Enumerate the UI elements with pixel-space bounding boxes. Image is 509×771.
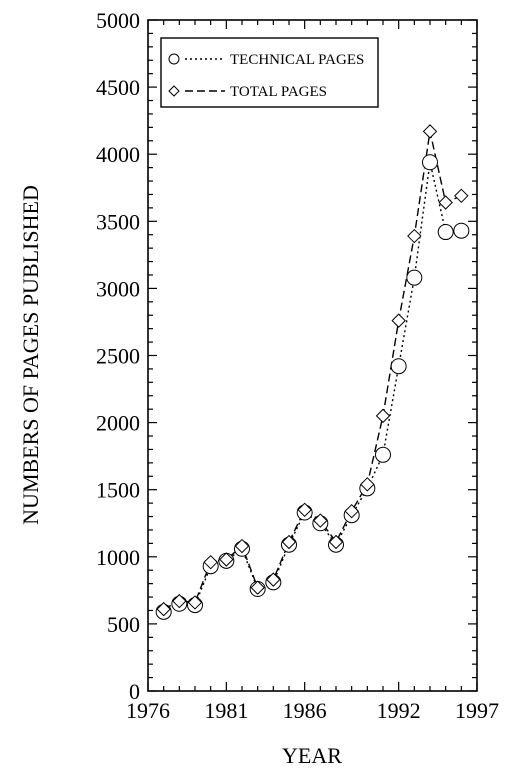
y-tick-label: 5000 <box>96 8 140 33</box>
legend-technical-marker <box>168 53 180 65</box>
total-pages-point <box>360 477 375 492</box>
axis-ticks <box>147 19 478 692</box>
y-tick-label: 1000 <box>96 545 140 570</box>
total-pages-point <box>391 313 406 328</box>
total-pages-point <box>328 534 344 550</box>
x-tick-label: 1992 <box>377 698 421 723</box>
total-pages-point <box>313 513 328 528</box>
y-tick-label: 3000 <box>96 276 140 301</box>
legend-technical-label: TECHNICAL PAGES <box>230 52 364 68</box>
technical-pages-point <box>406 269 423 286</box>
plot-border <box>147 19 478 692</box>
x-tick-label: 1986 <box>283 698 327 723</box>
x-tick-label: 1976 <box>126 698 170 723</box>
y-tick-label: 0 <box>129 679 140 704</box>
technical-pages-point <box>437 224 454 241</box>
y-tick-label: 2000 <box>96 411 140 436</box>
series-line-0 <box>163 162 462 613</box>
y-axis-title: NUMBERS OF PAGES PUBLISHED <box>18 185 43 525</box>
total-pages-point <box>422 124 438 139</box>
y-tick-labels: 0 500 1000 1500 2000 2500 3000 3500 4000 4500 5000 <box>96 8 140 704</box>
total-pages-point <box>438 195 453 210</box>
x-axis-title: YEAR <box>282 743 342 768</box>
legend-total-marker <box>168 85 180 97</box>
total-pages-point <box>203 554 218 570</box>
total-pages-point <box>454 188 469 204</box>
x-tick-label: 1997 <box>455 698 499 723</box>
y-tick-label: 500 <box>107 612 140 637</box>
y-tick-label: 2500 <box>96 344 140 369</box>
total-pages-point <box>187 595 203 610</box>
total-pages-point <box>297 502 312 518</box>
x-tick-labels: 1976 1981 1986 1992 1997 <box>126 698 499 723</box>
series-lines <box>163 131 462 613</box>
total-pages-point <box>266 572 281 587</box>
technical-pages-point <box>422 154 438 171</box>
total-pages-point <box>172 593 187 609</box>
total-pages-point <box>234 538 250 554</box>
total-pages-point <box>281 534 297 550</box>
plot-frame <box>147 19 478 692</box>
technical-pages-point <box>453 222 470 239</box>
legend: TECHNICAL PAGES TOTAL PAGES <box>160 37 379 108</box>
legend-box <box>160 37 379 108</box>
y-tick-label: 4500 <box>96 75 140 100</box>
total-pages-point <box>407 228 422 244</box>
legend-total-label: TOTAL PAGES <box>230 84 327 100</box>
total-pages-point <box>219 552 234 567</box>
y-tick-label: 1500 <box>96 478 140 503</box>
series-line-1 <box>163 131 462 610</box>
x-tick-label: 1981 <box>204 698 248 723</box>
technical-pages-point <box>390 358 407 375</box>
y-tick-label: 4000 <box>96 142 140 167</box>
total-pages-point <box>375 408 391 424</box>
total-pages-point <box>156 601 171 617</box>
y-tick-label: 3500 <box>96 209 140 234</box>
series-markers <box>155 124 470 620</box>
technical-pages-point <box>375 446 391 463</box>
total-pages-point <box>250 580 265 595</box>
total-pages-point <box>344 503 359 519</box>
